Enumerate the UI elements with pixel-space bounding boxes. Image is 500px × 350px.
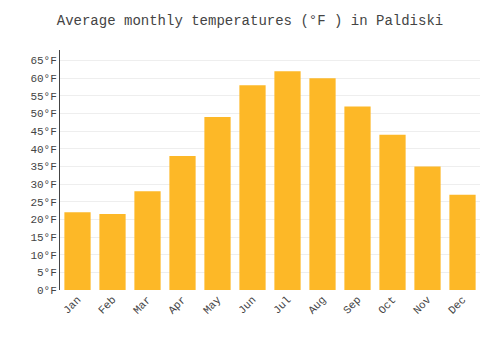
svg-text:45°F: 45°F <box>30 126 56 138</box>
svg-text:35°F: 35°F <box>30 161 56 173</box>
svg-text:Jun: Jun <box>236 294 258 316</box>
svg-text:Nov: Nov <box>411 294 434 317</box>
svg-text:Oct: Oct <box>376 294 398 316</box>
svg-text:10°F: 10°F <box>30 250 56 262</box>
svg-text:30°F: 30°F <box>30 179 56 191</box>
svg-text:Apr: Apr <box>166 294 188 316</box>
svg-text:Feb: Feb <box>96 294 118 316</box>
svg-text:15°F: 15°F <box>30 232 56 244</box>
svg-text:55°F: 55°F <box>30 91 56 103</box>
svg-text:20°F: 20°F <box>30 214 56 226</box>
svg-text:Average monthly temperatures (: Average monthly temperatures (°F ) in Pa… <box>57 13 443 29</box>
svg-text:5°F: 5°F <box>37 267 57 279</box>
svg-text:50°F: 50°F <box>30 108 56 120</box>
svg-text:Mar: Mar <box>131 294 153 316</box>
svg-text:60°F: 60°F <box>30 73 56 85</box>
svg-text:Jul: Jul <box>271 294 293 316</box>
svg-text:Jan: Jan <box>61 294 83 316</box>
svg-text:0°F: 0°F <box>37 285 57 297</box>
svg-text:25°F: 25°F <box>30 197 56 209</box>
svg-text:65°F: 65°F <box>30 55 56 67</box>
svg-text:Aug: Aug <box>306 294 328 316</box>
svg-text:40°F: 40°F <box>30 144 56 156</box>
svg-text:May: May <box>201 294 224 317</box>
svg-text:Dec: Dec <box>446 294 468 316</box>
svg-text:Sep: Sep <box>341 294 363 316</box>
